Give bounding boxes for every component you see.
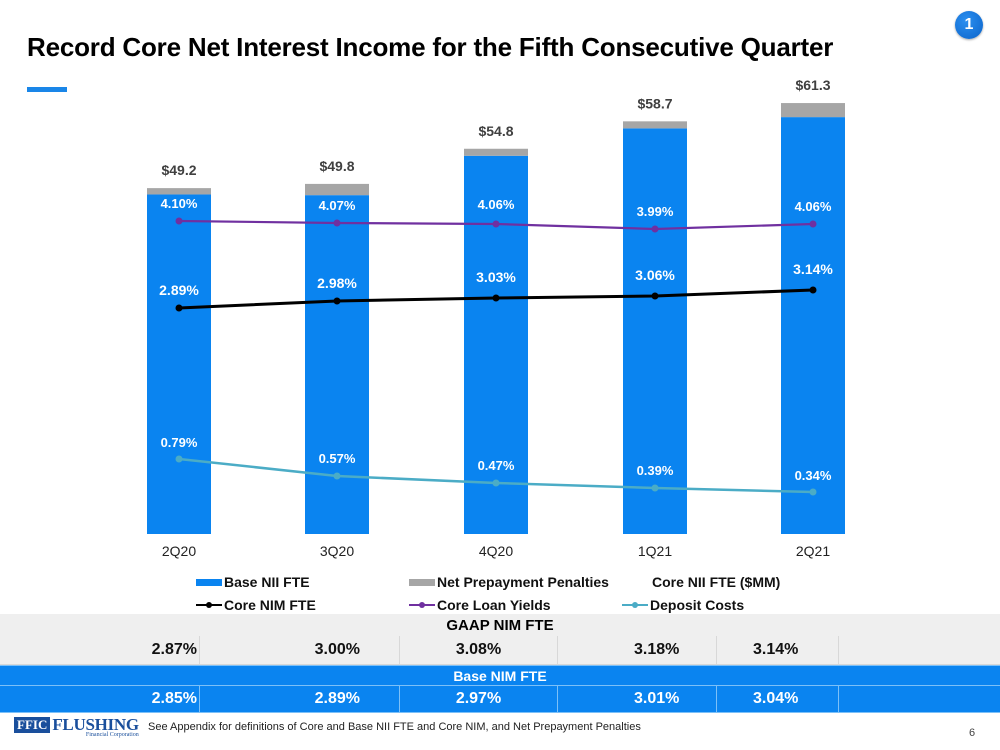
label-deposit-costs-2Q21: 0.34% — [795, 468, 832, 483]
bar-prepayment-2Q21 — [781, 103, 845, 118]
total-label-2Q21: $61.3 — [795, 77, 830, 93]
label-core-nim-1Q21: 3.06% — [635, 267, 675, 283]
logo-wordmark: FLUSHING Financial Corporation — [52, 715, 139, 739]
legend-swatch-core-nim — [196, 600, 222, 610]
gaap-nim-cell-empty — [839, 636, 1000, 664]
legend-label: Net Prepayment Penalties — [437, 574, 609, 590]
label-loan-yields-2Q21: 4.06% — [795, 199, 832, 214]
x-tick-label-1Q21: 1Q21 — [638, 543, 672, 559]
point-core-nim-1Q21 — [651, 292, 659, 300]
footnote: See Appendix for definitions of Core and… — [148, 721, 641, 733]
legend-item-base-nii: Base NII FTE — [196, 572, 310, 592]
bar-base-nii-2Q21 — [781, 117, 845, 534]
point-deposit-costs-4Q20 — [492, 479, 500, 487]
gaap-nim-cell: 2.87% — [0, 636, 200, 664]
legend-item-deposit-costs: Deposit Costs — [622, 595, 744, 615]
point-loan-yields-4Q20 — [492, 220, 500, 228]
logo-subtitle: Financial Corporation — [85, 732, 139, 738]
slide-title: Record Core Net Interest Income for the … — [27, 32, 834, 62]
legend-label: Base NII FTE — [224, 574, 310, 590]
base-nim-cell: 3.01% — [558, 686, 717, 712]
total-label-2Q20: $49.2 — [161, 162, 196, 178]
bar-prepayment-4Q20 — [464, 148, 528, 156]
logo-mark: FFIC — [14, 717, 51, 733]
x-tick-label-3Q20: 3Q20 — [320, 543, 354, 559]
base-nim-cell: 3.04% — [717, 686, 839, 712]
bar-base-nii-1Q21 — [623, 128, 687, 534]
gaap-nim-cell: 3.14% — [717, 636, 839, 664]
legend-item-loan-yields: Core Loan Yields — [409, 595, 551, 615]
x-tick-label-2Q20: 2Q20 — [162, 543, 196, 559]
point-deposit-costs-2Q20 — [175, 455, 183, 463]
gaap-nim-header: GAAP NIM FTE — [0, 614, 1000, 636]
base-nim-cell-empty — [839, 686, 1000, 712]
total-label-1Q21: $58.7 — [637, 95, 672, 111]
point-core-nim-3Q20 — [333, 297, 341, 305]
title-accent-bar — [27, 87, 67, 92]
base-nim-cell: 2.85% — [0, 686, 200, 712]
label-deposit-costs-3Q20: 0.57% — [319, 451, 356, 466]
point-core-nim-2Q21 — [809, 286, 817, 294]
legend-label: Core Loan Yields — [437, 597, 551, 613]
base-nim-header-label: Base NIM FTE — [453, 667, 547, 684]
bar-base-nii-4Q20 — [464, 155, 528, 534]
gaap-nim-cell: 3.18% — [558, 636, 717, 664]
section-number-badge: 1 — [955, 11, 983, 39]
legend-swatch-deposit-costs — [622, 600, 648, 610]
label-core-nim-2Q20: 2.89% — [159, 282, 199, 298]
base-nim-cell: 2.89% — [200, 686, 400, 712]
point-loan-yields-1Q21 — [651, 225, 659, 233]
page-number: 6 — [969, 727, 976, 739]
bar-base-nii-3Q20 — [305, 195, 369, 535]
nim-table: GAAP NIM FTE 2.87% 3.00% 3.08% 3.18% 3.1… — [0, 614, 1000, 713]
label-loan-yields-1Q21: 3.99% — [637, 204, 674, 219]
label-core-nim-4Q20: 3.03% — [476, 269, 516, 285]
total-label-4Q20: $54.8 — [478, 123, 513, 139]
label-loan-yields-4Q20: 4.06% — [478, 197, 515, 212]
gaap-nim-cell: 3.00% — [200, 636, 400, 664]
gaap-nim-cell: 3.08% — [400, 636, 558, 664]
point-deposit-costs-2Q21 — [809, 488, 817, 496]
label-loan-yields-2Q20: 4.10% — [161, 196, 198, 211]
x-tick-label-2Q21: 2Q21 — [796, 543, 830, 559]
legend-label: Core NII FTE ($MM) — [652, 574, 781, 590]
total-label-3Q20: $49.8 — [319, 158, 354, 174]
point-deposit-costs-1Q21 — [651, 484, 659, 492]
gaap-nim-row: 2.87% 3.00% 3.08% 3.18% 3.14% — [0, 636, 1000, 665]
bar-base-nii-2Q20 — [147, 194, 211, 535]
legend-swatch-base-nii — [196, 578, 222, 586]
company-logo: FFIC FLUSHING Financial Corporation — [14, 715, 139, 739]
label-deposit-costs-4Q20: 0.47% — [478, 458, 515, 473]
gaap-nim-header-label: GAAP NIM FTE — [446, 616, 554, 634]
point-loan-yields-2Q21 — [809, 220, 817, 228]
label-deposit-costs-2Q20: 0.79% — [161, 435, 198, 450]
point-core-nim-4Q20 — [492, 294, 500, 302]
legend-label: Core NIM FTE — [224, 597, 316, 613]
base-nim-cell: 2.97% — [400, 686, 558, 712]
label-deposit-costs-1Q21: 0.39% — [637, 463, 674, 478]
legend-item-prepayment: Net Prepayment Penalties — [409, 572, 609, 592]
point-loan-yields-3Q20 — [333, 219, 341, 227]
legend-swatch-loan-yields — [409, 600, 435, 610]
legend-swatch-prepayment — [409, 578, 435, 586]
point-deposit-costs-3Q20 — [333, 472, 341, 480]
point-core-nim-2Q20 — [175, 304, 183, 312]
base-nim-row: 2.85% 2.89% 2.97% 3.01% 3.04% — [0, 685, 1000, 713]
base-nim-header: Base NIM FTE — [0, 665, 1000, 685]
logo-name: FLUSHING — [52, 715, 139, 734]
bar-prepayment-1Q21 — [623, 121, 687, 129]
bar-prepayment-3Q20 — [305, 183, 369, 196]
chart-legend: Base NII FTE Net Prepayment Penalties Co… — [0, 570, 1000, 614]
x-tick-label-4Q20: 4Q20 — [479, 543, 513, 559]
label-loan-yields-3Q20: 4.07% — [319, 198, 356, 213]
bar-prepayment-2Q20 — [147, 188, 211, 195]
nii-chart: $49.2 2Q20 $49.8 3Q20 $54.8 4Q20 $58.7 1Q21 $61.… — [147, 77, 845, 559]
legend-item-core-nim: Core NIM FTE — [196, 595, 316, 615]
point-loan-yields-2Q20 — [175, 217, 183, 225]
label-core-nim-3Q20: 2.98% — [317, 275, 357, 291]
label-core-nim-2Q21: 3.14% — [793, 261, 833, 277]
legend-label: Deposit Costs — [650, 597, 745, 613]
legend-item-core-nii: Core NII FTE ($MM) — [652, 572, 780, 592]
